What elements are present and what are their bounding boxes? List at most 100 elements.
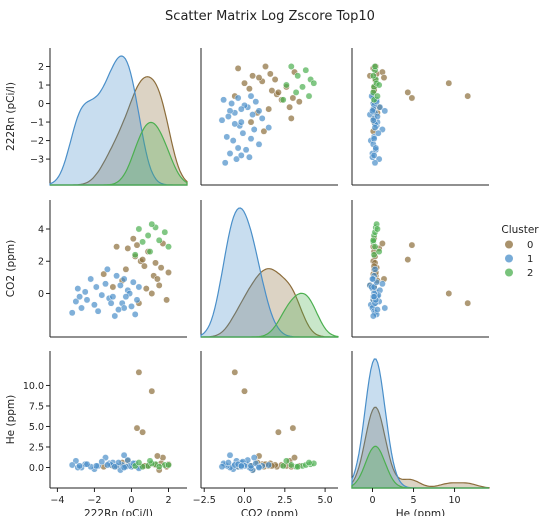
point-series-1	[371, 159, 379, 167]
point-series-1	[111, 463, 119, 471]
panel-he-ppm-vs-222rn-pci-l: −4 −2 0 2 222Rn (pCi/l) 0.0 2.5 5.0 7.5 10.0 He (p…	[5, 351, 187, 516]
point-series-1	[265, 461, 273, 469]
point-series-1	[76, 462, 84, 470]
point-series-1	[229, 137, 237, 145]
point-series-0	[445, 79, 453, 87]
point-series-1	[133, 296, 141, 304]
point-series-2	[139, 238, 147, 246]
point-series-0	[249, 72, 257, 80]
x-tick-label: 0	[369, 495, 375, 506]
point-series-1	[120, 464, 128, 471]
point-series-1	[374, 129, 382, 137]
point-series-0	[234, 64, 242, 72]
point-series-1	[255, 140, 263, 148]
y-tick-label: 10.0	[23, 381, 44, 392]
point-series-0	[139, 256, 147, 264]
point-series-1	[94, 307, 102, 315]
legend-marker-2	[505, 268, 513, 277]
point-series-1	[102, 280, 109, 288]
point-series-1	[68, 309, 76, 317]
point-series-2	[371, 63, 379, 70]
point-series-1	[120, 451, 128, 459]
point-series-0	[142, 285, 150, 293]
point-series-1	[242, 146, 250, 154]
y-axis-label: 222Rn (pCi/l)	[5, 82, 17, 151]
point-series-0	[274, 428, 282, 436]
legend-label-2: 2	[527, 268, 533, 279]
point-series-1	[83, 460, 91, 468]
point-series-0	[268, 87, 276, 95]
point-series-2	[373, 92, 381, 100]
point-series-1	[369, 107, 376, 115]
point-series-0	[404, 88, 412, 96]
point-series-1	[224, 113, 232, 120]
point-series-0	[445, 290, 453, 297]
kde-series-0	[351, 406, 490, 489]
y-tick-label: 5.0	[29, 422, 44, 433]
point-series-2	[371, 243, 379, 251]
y-axis-label: He (ppm)	[5, 395, 17, 444]
kde-series-0	[201, 268, 338, 338]
point-series-0	[241, 79, 248, 87]
point-series-1	[247, 135, 255, 143]
point-series-0	[378, 240, 386, 247]
point-series-2	[305, 92, 313, 100]
point-series-1	[223, 133, 231, 141]
point-series-1	[255, 464, 263, 471]
x-tick-label: 2.5	[277, 495, 292, 506]
point-series-2	[279, 96, 287, 104]
point-series-0	[464, 92, 472, 100]
point-series-0	[255, 74, 263, 82]
point-series-1	[76, 293, 84, 301]
legend-entries: 0 1 2	[505, 240, 533, 279]
point-series-1	[98, 291, 106, 299]
point-series-2	[369, 236, 377, 244]
point-series-0	[157, 264, 165, 272]
point-series-0	[148, 290, 156, 297]
point-series-1	[129, 278, 137, 286]
point-series-2	[279, 462, 287, 470]
point-series-2	[282, 81, 290, 89]
point-series-1	[90, 301, 98, 309]
point-series-1	[370, 151, 378, 159]
point-series-0	[155, 281, 163, 289]
point-series-2	[294, 72, 302, 80]
legend-marker-0	[505, 240, 513, 249]
y-tick-label: 0.0	[29, 463, 44, 474]
kde-series-2	[351, 445, 489, 489]
y-tick-label: −2	[30, 136, 44, 147]
point-series-1	[371, 124, 379, 132]
x-tick-label: −2.5	[193, 495, 216, 506]
point-series-2	[165, 461, 172, 469]
point-series-0	[404, 256, 412, 264]
point-series-1	[370, 135, 378, 143]
point-series-1	[369, 312, 377, 320]
point-series-0	[113, 243, 121, 251]
point-series-2	[135, 225, 143, 233]
point-series-1	[371, 265, 379, 273]
x-tick-label: 0	[128, 495, 134, 506]
y-tick-label: 0	[38, 99, 44, 110]
x-axis-label: 222Rn (pCi/l)	[84, 508, 153, 516]
panel-co2-ppm-vs-he-ppm	[351, 200, 489, 338]
point-series-0	[274, 88, 282, 96]
x-tick-label: −4	[50, 495, 64, 506]
panel-222rn-pci-l-vs-co2-ppm	[200, 48, 338, 186]
point-series-1	[113, 272, 121, 280]
point-series-1	[378, 280, 386, 288]
point-series-1	[265, 124, 273, 132]
point-series-2	[369, 72, 377, 80]
point-series-1	[226, 150, 234, 157]
point-series-1	[128, 302, 135, 310]
point-series-1	[239, 129, 247, 137]
x-tick-label: −2	[87, 495, 101, 506]
point-series-2	[370, 251, 378, 259]
point-series-0	[135, 368, 143, 376]
point-series-1	[218, 116, 226, 124]
point-series-0	[408, 94, 416, 102]
point-series-1	[258, 114, 266, 122]
point-series-0	[291, 454, 298, 462]
point-series-1	[92, 283, 100, 291]
